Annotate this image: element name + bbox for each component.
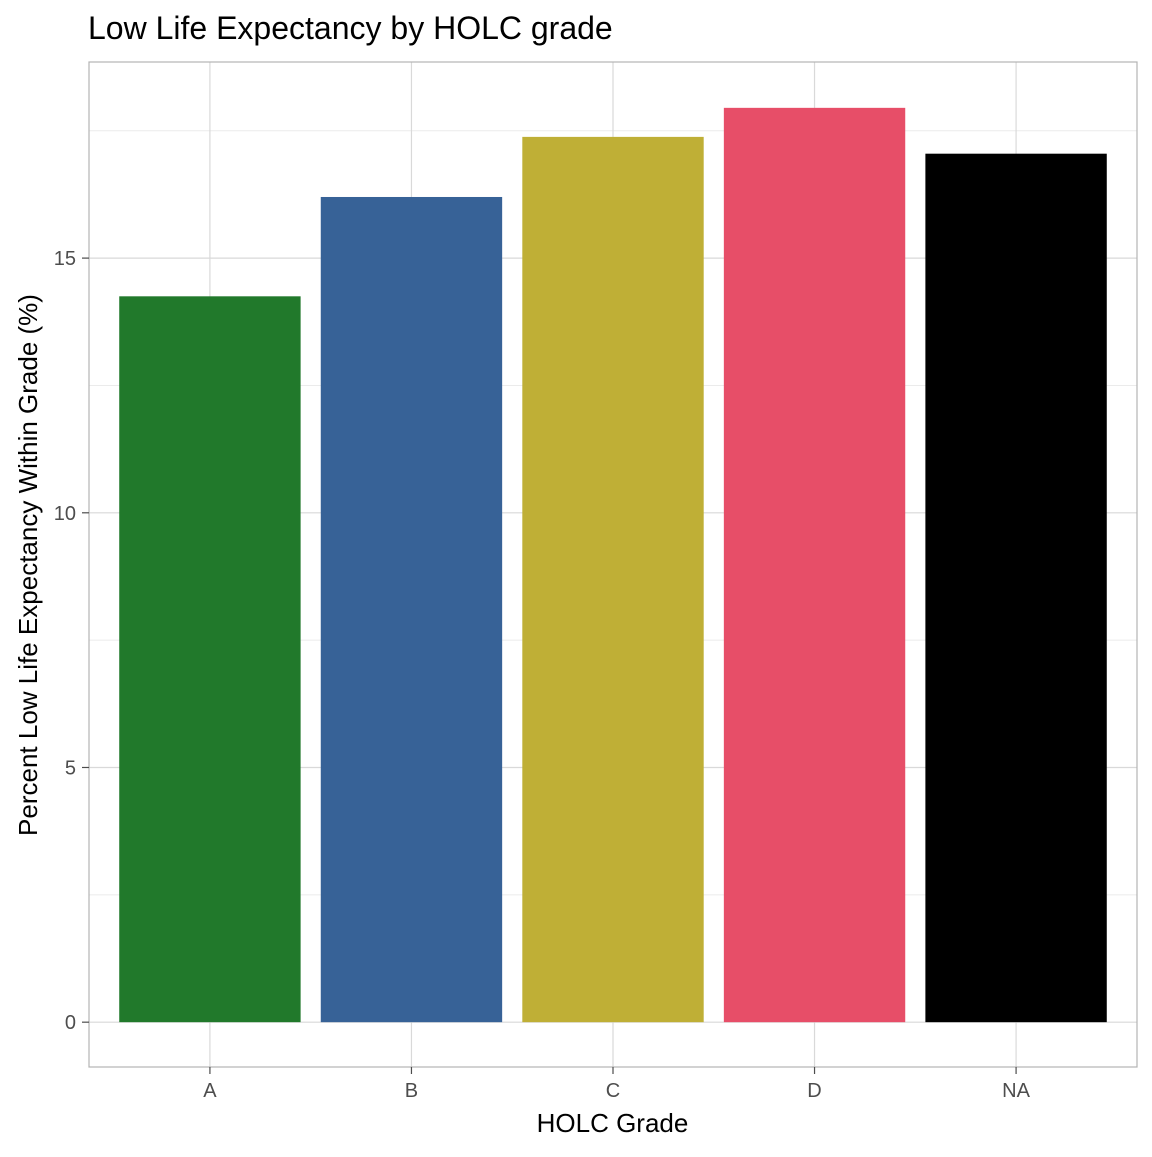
y-tick-label: 5	[65, 757, 76, 779]
y-axis-title: Percent Low Life Expectancy Within Grade…	[13, 294, 43, 836]
x-tick-label: D	[807, 1080, 821, 1102]
x-tick-label: A	[203, 1080, 217, 1102]
y-tick-label: 15	[54, 248, 76, 270]
bar-b	[320, 196, 503, 1023]
bar-na	[925, 153, 1107, 1023]
bar-d	[723, 107, 906, 1023]
bar-c	[522, 136, 704, 1023]
y-tick-label: 10	[54, 503, 76, 525]
x-tick-label: NA	[1002, 1080, 1030, 1102]
chart-title: Low Life Expectancy by HOLC grade	[88, 10, 613, 46]
x-tick-label: C	[606, 1080, 620, 1102]
bars	[119, 107, 1107, 1023]
y-axis: 0 5 10 15	[54, 248, 89, 1034]
x-tick-label: B	[405, 1080, 418, 1102]
y-tick-label: 0	[65, 1012, 76, 1034]
bar-a	[119, 296, 301, 1023]
x-axis: A B C D NA	[203, 1067, 1031, 1102]
x-axis-title: HOLC Grade	[537, 1108, 689, 1138]
